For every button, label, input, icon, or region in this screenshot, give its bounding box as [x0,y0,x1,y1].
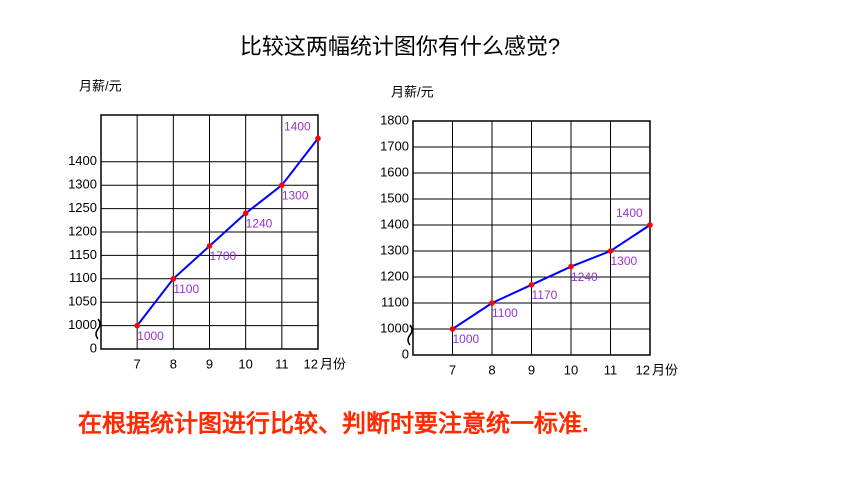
point [242,210,249,217]
y-tick-label: 1800 [380,112,409,127]
y-tick-label: 1000 [68,317,97,332]
line [136,137,319,327]
data-annotation: 1400 [284,120,311,134]
y-tick-label: 1300 [68,177,97,192]
point [607,248,614,254]
point [528,282,535,288]
point [134,322,140,329]
data-annotation: 1700 [210,249,237,263]
y-tick-label: 1250 [68,200,97,215]
point [647,222,653,228]
x-tick-label: 9 [528,362,535,377]
point [206,243,213,249]
y-axis-label: 月薪/元 [79,78,122,93]
axis-break [407,324,413,346]
x-tick-label: 7 [134,356,141,371]
y-tick-label: 1150 [69,247,97,262]
y-tick-label: 1700 [380,138,409,153]
data-annotation: 1100 [173,282,199,296]
y-tick-label: 0 [402,346,409,361]
data-annotation: 1000 [453,332,480,346]
data-annotation: 1240 [246,216,273,230]
line [451,224,651,330]
point [279,182,285,188]
x-axis-label: 月份 [320,356,346,371]
y-tick-label: 1200 [380,268,409,283]
y-tick-label: 1050 [68,294,97,309]
y-tick-label: 1400 [68,153,97,168]
slide-title: 比较这两幅统计图你有什么感觉? [240,34,560,59]
y-tick-label: 1200 [68,223,97,238]
point [449,326,456,332]
y-tick-label: 1500 [380,190,409,205]
point [489,300,495,306]
y-tick-label: 0 [90,340,97,355]
x-tick-label: 8 [170,356,177,371]
x-tick-label: 10 [238,356,252,371]
conclusion: 在根据统计图进行比较、判断时要注意统一标准. [78,409,589,437]
point [315,135,321,142]
data-annotation: 1240 [571,270,598,284]
data-annotation: 1000 [137,329,164,343]
x-tick-label: 12 [304,356,318,371]
x-tick-label: 10 [564,362,578,377]
y-tick-label: 1600 [380,164,409,179]
y-tick-label: 1400 [380,216,409,231]
data-annotation: 1300 [282,188,309,202]
x-tick-label: 11 [604,362,618,377]
data-annotation: 1100 [492,306,518,320]
data-annotation: 1400 [616,206,643,220]
axis-break [95,318,101,340]
x-tick-label: 12 [636,362,650,377]
y-tick-label: 1100 [69,270,97,285]
x-tick-label: 9 [206,356,213,371]
y-tick-label: 1000 [380,320,409,335]
point [568,263,574,270]
x-tick-label: 7 [449,362,456,377]
y-axis-label: 月薪/元 [391,84,434,99]
y-tick-label: 1100 [381,294,409,309]
x-axis-label: 月份 [652,362,678,377]
x-tick-label: 8 [488,362,495,377]
point [170,276,177,282]
data-annotation: 1300 [611,254,638,268]
data-annotation: 1170 [532,288,558,302]
y-tick-label: 1300 [380,242,409,257]
x-tick-label: 11 [275,356,289,371]
